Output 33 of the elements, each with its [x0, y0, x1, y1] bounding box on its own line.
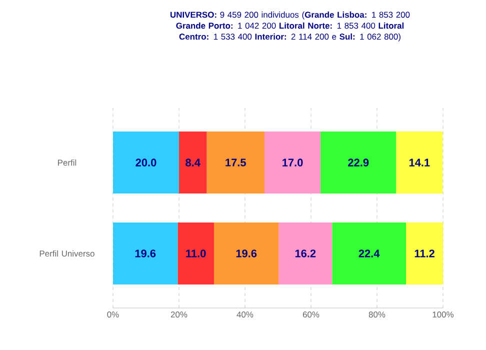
bar: [278, 222, 332, 284]
bar: [396, 132, 443, 194]
chart-title: UNIVERSO: 9 459 200 individuos (Grande Lisboa: 1 853 200 Grande Porto: 1 042 200 Litoral Norte: 1 853 400 Litoral Centro: 1 533 400 Interior: 2 114 200 e Sul: 1 062 800): [170, 12, 410, 42]
x-tick-label: 60%: [302, 312, 320, 318]
x-tick-label: 0%: [107, 312, 119, 318]
x-tick-label: 100%: [432, 312, 454, 318]
data-label: 19.6: [135, 250, 156, 258]
data-label: 19.6: [236, 250, 257, 258]
data-label: 20.0: [136, 158, 156, 166]
data-label: 16.2: [295, 250, 316, 258]
data-label: 11.0: [186, 250, 206, 258]
bar: [179, 132, 207, 194]
data-label: 8.4: [186, 158, 200, 166]
bar: [406, 222, 444, 284]
x-tick-label: 40%: [236, 312, 254, 318]
data-label: 14.1: [409, 158, 430, 166]
bar: [113, 222, 178, 284]
data-label: 17.0: [282, 158, 303, 166]
bar: [113, 132, 179, 194]
data-label: 11.2: [414, 250, 434, 258]
y-tick-label: Perfil Universo: [40, 250, 94, 257]
data-label: 22.4: [358, 250, 380, 258]
y-tick-label: Perfil: [58, 159, 76, 166]
bar: [332, 222, 406, 284]
x-tick-label: 20%: [170, 312, 188, 318]
bar: [264, 132, 321, 194]
x-tick-label: 80%: [368, 312, 386, 318]
bar: [178, 222, 214, 284]
data-label: 22.9: [348, 158, 369, 166]
bar: [214, 222, 279, 284]
data-label: 17.5: [226, 158, 246, 166]
bar: [320, 132, 396, 194]
bar: [206, 132, 264, 194]
